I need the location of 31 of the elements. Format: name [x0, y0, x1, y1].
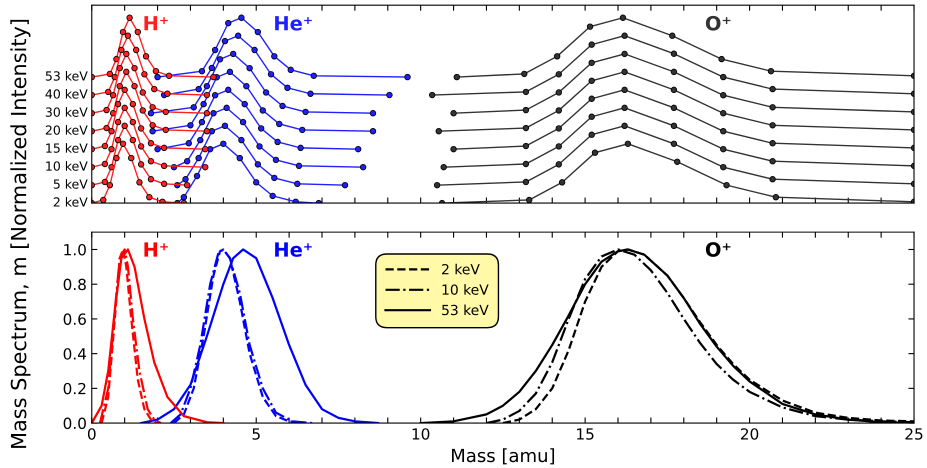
annotation: He⁺ — [275, 242, 312, 257]
x-tick-label: 5 — [252, 428, 260, 440]
y-tick-label: 0.4 — [64, 348, 86, 360]
y-tick-label: 0.8 — [64, 278, 86, 290]
text: 30 keV — [46, 107, 88, 117]
y-tick-label: 0.0 — [64, 418, 86, 430]
text: 40 keV — [46, 89, 88, 99]
legend-label: 10 keV — [442, 284, 489, 295]
annotation: H⁺ — [144, 242, 168, 257]
x-tick-label: 15 — [577, 428, 594, 440]
annotation: O⁺ — [706, 242, 730, 257]
x-tick-label: 25 — [905, 428, 922, 440]
annotation: He⁺ — [275, 16, 312, 31]
x-axis-title: Mass [amu] — [452, 448, 554, 464]
y-axis-title: Mass Spectrum, m [Normalized Intensity] — [10, 20, 30, 448]
annotation: O⁺ — [706, 16, 730, 31]
x-tick-label: 0 — [88, 428, 96, 440]
text: 5 keV — [54, 179, 88, 189]
y-tick-label: 0.6 — [64, 313, 86, 325]
legend-label: 53 keV — [442, 304, 489, 316]
y-tick-label: 1.0 — [64, 244, 86, 256]
text: 53 keV — [46, 71, 88, 81]
x-tick-label: 10 — [412, 428, 430, 440]
annotation: H⁺ — [144, 16, 168, 30]
legend-label: 2 keV — [442, 264, 480, 274]
y-tick-label: 0.2 — [64, 382, 86, 394]
text: 15 keV — [46, 143, 88, 153]
text: 10 keV — [46, 161, 88, 171]
text: 2 keV — [54, 197, 88, 207]
x-tick-label: 20 — [740, 428, 758, 440]
text: 20 keV — [46, 125, 88, 135]
